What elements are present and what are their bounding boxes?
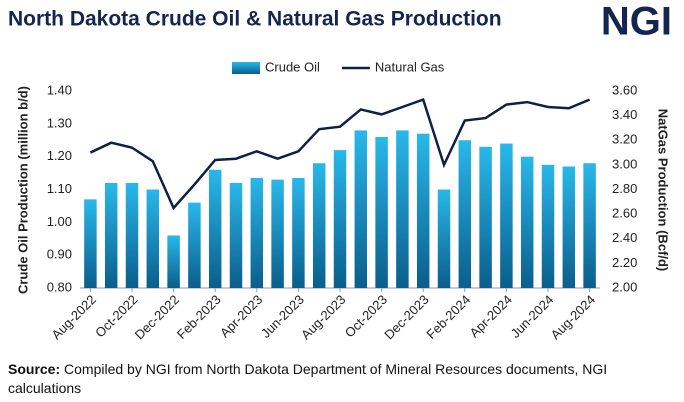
y2-tick-label: 2.60 <box>612 206 637 221</box>
bar <box>104 182 118 288</box>
bar <box>396 130 409 288</box>
y2-tick-label: 2.80 <box>612 181 637 196</box>
bar <box>583 163 596 288</box>
bar <box>167 235 180 288</box>
y-tick-label: 1.30 <box>47 115 72 130</box>
x-tick-label: Aug-2022 <box>48 292 98 342</box>
bar <box>437 189 451 288</box>
bar <box>541 164 555 288</box>
bar <box>500 143 513 288</box>
x-tick-label: Apr-2023 <box>217 292 265 340</box>
y2-axis-label: NatGas Production (Bcf/d) <box>656 109 671 272</box>
bar <box>188 202 201 288</box>
y2-tick-label: 2.20 <box>612 255 637 270</box>
bar <box>250 178 264 288</box>
bar <box>271 179 284 288</box>
y2-tick-label: 3.40 <box>612 107 637 122</box>
y2-tick-label: 3.20 <box>612 132 637 147</box>
chart: North Dakota Crude Oil & Natural Gas Pro… <box>8 0 672 342</box>
bar <box>84 199 97 288</box>
y-tick-label: 0.80 <box>47 279 72 294</box>
legend-label: Crude Oil <box>265 59 320 74</box>
y-tick-label: 0.90 <box>47 247 72 262</box>
y2-tick-label: 3.60 <box>612 82 637 97</box>
bar <box>354 130 368 288</box>
chart-title: North Dakota Crude Oil & Natural Gas Pro… <box>8 8 502 31</box>
bar <box>229 182 243 288</box>
y-tick-label: 1.10 <box>47 181 72 196</box>
bar <box>520 156 534 288</box>
legend-label: Natural Gas <box>375 59 445 74</box>
bar <box>458 140 472 288</box>
x-tick-label: Dec-2022 <box>132 292 182 342</box>
y2-tick-label: 3.00 <box>612 156 637 171</box>
source-text: Compiled by NGI from North Dakota Depart… <box>8 361 608 396</box>
bar <box>562 166 576 288</box>
y-tick-label: 1.00 <box>47 214 72 229</box>
y2-tick-label: 2.00 <box>612 279 637 294</box>
source-note: Source: Compiled by NGI from North Dakot… <box>8 360 648 398</box>
bar <box>479 146 492 288</box>
bar <box>416 133 430 288</box>
y-tick-label: 1.20 <box>47 148 72 163</box>
x-tick-label: Feb-2023 <box>174 292 224 342</box>
bar <box>312 163 326 288</box>
source-label: Source: <box>8 361 61 377</box>
x-tick-label: Aug-2023 <box>298 292 348 342</box>
bar <box>146 189 160 288</box>
bar <box>333 150 347 288</box>
y-tick-label: 1.40 <box>47 82 72 97</box>
legend-swatch <box>232 62 260 74</box>
bar <box>375 136 388 288</box>
bar <box>208 169 222 288</box>
y2-tick-label: 2.40 <box>612 230 637 245</box>
logo: NGI <box>601 0 672 44</box>
line <box>89 98 591 211</box>
x-tick-label: Dec-2023 <box>381 292 431 342</box>
x-tick-label: Feb-2024 <box>423 292 473 342</box>
x-tick-label: Apr-2024 <box>467 292 515 340</box>
bar <box>125 182 139 288</box>
x-tick-label: Aug-2024 <box>548 292 598 342</box>
bar <box>292 178 305 288</box>
y-axis-label: Crude Oil Production (million b/d) <box>15 86 30 294</box>
